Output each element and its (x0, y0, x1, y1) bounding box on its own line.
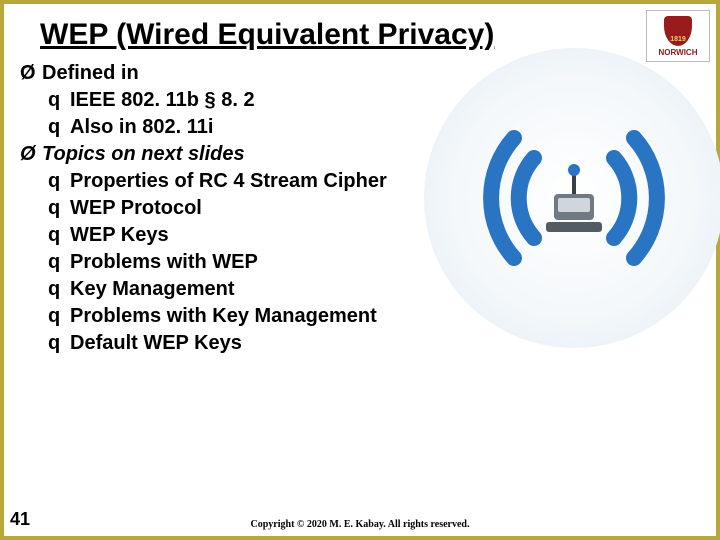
bullet-marker: q (48, 330, 70, 357)
bullet-marker: q (48, 87, 70, 114)
bullet-marker: q (48, 168, 70, 195)
bullet-marker: q (48, 249, 70, 276)
list-item-lvl2: qProblems with Key Management (16, 303, 446, 330)
bullet-marker: Ø (20, 60, 42, 87)
bullet-text: WEP Protocol (70, 195, 446, 222)
bullet-text: Problems with Key Management (70, 303, 446, 330)
bullet-text: Properties of RC 4 Stream Cipher (70, 168, 446, 195)
list-item-lvl2: qProblems with WEP (16, 249, 446, 276)
bullet-text: Default WEP Keys (70, 330, 446, 357)
copyright-text: Copyright © 2020 M. E. Kabay. All rights… (4, 519, 716, 530)
bullet-text: IEEE 802. 11b § 8. 2 (70, 87, 446, 114)
wifi-illustration (424, 48, 720, 348)
bullet-marker: q (48, 114, 70, 141)
list-item-lvl2: qProperties of RC 4 Stream Cipher (16, 168, 446, 195)
bullet-text: Topics on next slides (42, 141, 245, 168)
wifi-icon (454, 78, 694, 318)
list-item-lvl2: qWEP Protocol (16, 195, 446, 222)
slide-title: WEP (Wired Equivalent Privacy) (4, 4, 716, 54)
bullet-marker: Ø (20, 141, 42, 168)
logo-text: NORWICH (659, 48, 698, 57)
list-item-lvl2: qAlso in 802. 11i (16, 114, 446, 141)
university-logo: NORWICH (646, 10, 710, 62)
bullet-marker: q (48, 222, 70, 249)
bullet-text: WEP Keys (70, 222, 446, 249)
list-item-lvl2: qKey Management (16, 276, 446, 303)
bullet-text: Key Management (70, 276, 446, 303)
list-item-lvl2: qIEEE 802. 11b § 8. 2 (16, 87, 446, 114)
list-item-lvl2: qDefault WEP Keys (16, 330, 446, 357)
bullet-text: Defined in (42, 60, 139, 87)
shield-icon (664, 16, 692, 46)
bullet-marker: q (48, 195, 70, 222)
list-item-lvl2: qWEP Keys (16, 222, 446, 249)
bullet-text: Also in 802. 11i (70, 114, 446, 141)
bullet-marker: q (48, 276, 70, 303)
bullet-marker: q (48, 303, 70, 330)
bullet-text: Problems with WEP (70, 249, 446, 276)
